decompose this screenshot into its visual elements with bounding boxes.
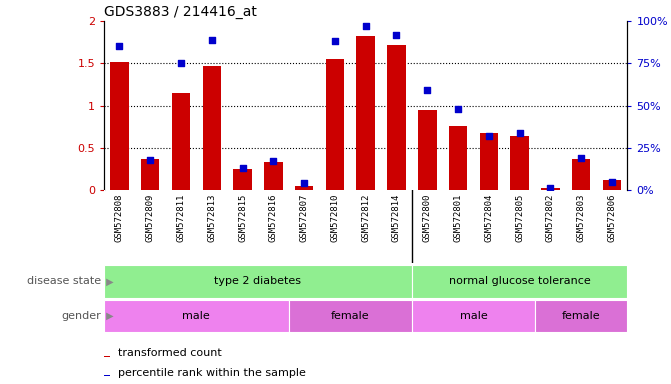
Point	[114, 43, 125, 50]
Text: ▶: ▶	[103, 276, 114, 286]
Text: transformed count: transformed count	[118, 348, 222, 358]
Text: percentile rank within the sample: percentile rank within the sample	[118, 368, 306, 378]
Point	[329, 38, 340, 45]
Text: GSM572801: GSM572801	[454, 194, 462, 242]
Bar	[572, 159, 590, 190]
Text: GSM572807: GSM572807	[300, 194, 309, 242]
Bar	[104, 300, 289, 332]
Bar	[295, 186, 313, 190]
Point	[176, 60, 187, 66]
Bar	[480, 134, 498, 190]
Bar	[172, 93, 190, 190]
Text: GSM572812: GSM572812	[361, 194, 370, 242]
Bar	[603, 180, 621, 190]
Bar	[104, 375, 110, 376]
Point	[145, 157, 156, 163]
Text: male: male	[183, 311, 210, 321]
Text: GSM572816: GSM572816	[269, 194, 278, 242]
Point	[237, 165, 248, 171]
Point	[576, 155, 586, 161]
Point	[514, 129, 525, 136]
Text: GSM572815: GSM572815	[238, 194, 247, 242]
Bar	[511, 136, 529, 190]
Bar	[104, 265, 412, 298]
Text: female: female	[562, 311, 601, 321]
Bar	[541, 189, 560, 190]
Bar	[412, 265, 627, 298]
Bar	[387, 45, 406, 190]
Text: GSM572802: GSM572802	[546, 194, 555, 242]
Bar	[289, 300, 412, 332]
Bar	[104, 356, 110, 357]
Bar	[141, 159, 160, 190]
Bar	[264, 162, 282, 190]
Point	[268, 158, 278, 164]
Bar	[449, 126, 467, 190]
Text: GSM572811: GSM572811	[176, 194, 185, 242]
Point	[360, 23, 371, 29]
Text: GSM572809: GSM572809	[146, 194, 155, 242]
Text: female: female	[331, 311, 370, 321]
Text: GSM572805: GSM572805	[515, 194, 524, 242]
Text: GSM572806: GSM572806	[607, 194, 617, 242]
Text: disease state: disease state	[27, 276, 101, 286]
Point	[453, 106, 464, 112]
Bar	[535, 300, 627, 332]
Point	[607, 179, 617, 185]
Text: type 2 diabetes: type 2 diabetes	[215, 276, 301, 286]
Bar	[356, 36, 375, 190]
Text: GSM572810: GSM572810	[330, 194, 340, 242]
Point	[299, 180, 309, 186]
Point	[545, 185, 556, 192]
Text: GSM572808: GSM572808	[115, 194, 124, 242]
Point	[422, 87, 433, 93]
Text: GDS3883 / 214416_at: GDS3883 / 214416_at	[104, 5, 257, 19]
Bar	[418, 110, 437, 190]
Bar	[234, 169, 252, 190]
Text: GSM572804: GSM572804	[484, 194, 493, 242]
Text: gender: gender	[61, 311, 101, 321]
Text: GSM572814: GSM572814	[392, 194, 401, 242]
Point	[391, 31, 402, 38]
Text: GSM572800: GSM572800	[423, 194, 431, 242]
Bar	[325, 59, 344, 190]
Text: male: male	[460, 311, 487, 321]
Bar	[203, 66, 221, 190]
Bar	[110, 62, 129, 190]
Bar	[412, 300, 535, 332]
Text: GSM572803: GSM572803	[576, 194, 586, 242]
Text: ▶: ▶	[103, 311, 114, 321]
Text: GSM572813: GSM572813	[207, 194, 216, 242]
Point	[207, 36, 217, 43]
Point	[484, 133, 495, 139]
Text: normal glucose tolerance: normal glucose tolerance	[449, 276, 590, 286]
